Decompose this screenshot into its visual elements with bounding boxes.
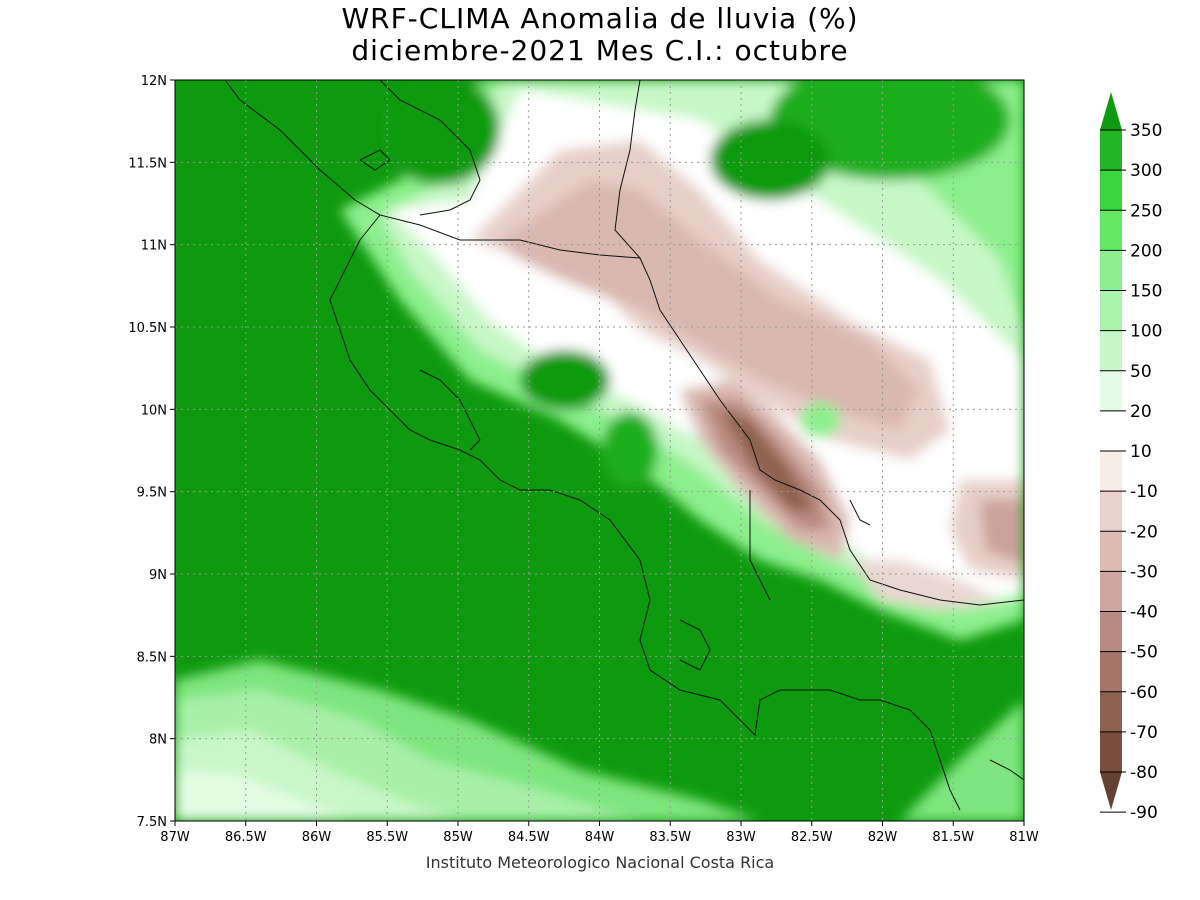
colorbar-swatch: [1100, 210, 1122, 251]
colorbar-label: 10: [1130, 442, 1152, 462]
x-tick-label: 83.5W: [649, 830, 691, 845]
y-tick-label: 12N: [141, 74, 167, 89]
colorbar-swatch: [1100, 410, 1122, 452]
x-tick-label: 84.5W: [508, 830, 550, 845]
colorbar-swatch: [1100, 731, 1122, 773]
x-tick-label: 81.5W: [932, 830, 974, 845]
colorbar-label: 100: [1130, 322, 1162, 342]
y-tick-label: 8.5N: [137, 650, 167, 665]
colorbar-label: 150: [1130, 282, 1162, 302]
x-axis: 87W 86.5W 86W 85.5W 85W 84.5W 84W 83.5W 83W 82.5W…: [160, 821, 1039, 845]
x-tick-label: 84W: [585, 830, 615, 845]
y-tick-label: 9.5N: [137, 486, 167, 501]
map-title-line-2: diciembre-2021 Mes C.I.: octubre: [351, 34, 849, 67]
colorbar-label: -20: [1130, 522, 1158, 542]
footer-credit: Instituto Meteorologico Nacional Costa R…: [425, 853, 775, 872]
x-tick-label: 83W: [726, 830, 756, 845]
coastline: [224, 80, 1024, 811]
y-tick-label: 11N: [141, 239, 167, 254]
colorbar-label: -10: [1130, 482, 1158, 502]
colorbar-swatch: [1100, 571, 1122, 612]
y-tick-label: 11.5N: [128, 156, 167, 171]
x-tick-label: 82.5W: [791, 830, 833, 845]
colorbar-swatch: [1100, 370, 1122, 412]
colorbar-swatch: [1100, 330, 1122, 372]
x-tick-label: 85W: [443, 830, 473, 845]
colorbar-label: -70: [1130, 723, 1158, 743]
x-tick-label: 82W: [868, 830, 898, 845]
y-axis: 7.5N 8N 8.5N 9N 9.5N 10N 10.5N 11N 11.5N 12N: [128, 74, 175, 830]
colorbar-label: 200: [1130, 241, 1162, 261]
x-tick-label: 86.5W: [225, 830, 267, 845]
y-tick-label: 10N: [141, 403, 167, 418]
colorbar-swatch: [1100, 651, 1122, 693]
y-tick-label: 7.5N: [137, 815, 167, 830]
y-tick-label: 10.5N: [128, 321, 167, 336]
colorbar-swatch: [1100, 611, 1122, 653]
x-tick-label: 81W: [1009, 830, 1039, 845]
colorbar-swatch: [1100, 451, 1122, 492]
colorbar-swatch: [1100, 691, 1122, 733]
precipitation-anomaly-field: [175, 80, 1024, 821]
colorbar-bottom-arrow: [1100, 772, 1122, 810]
colorbar-swatch: [1100, 531, 1122, 572]
x-tick-label: 87W: [160, 830, 190, 845]
colorbar-swatch: [1100, 290, 1122, 332]
x-tick-label: 85.5W: [366, 830, 408, 845]
colorbar-top-arrow: [1100, 92, 1122, 130]
colorbar-label: 300: [1130, 161, 1162, 181]
colorbar-swatch: [1100, 491, 1122, 532]
colorbar-label: -80: [1130, 763, 1158, 783]
colorbar-label: 20: [1130, 402, 1152, 422]
colorbar: 350 300 250 200 150 100 50 20 10 -10 -20 -30 -40 -50 -…: [1100, 92, 1162, 823]
colorbar-swatch: [1100, 250, 1122, 291]
x-tick-label: 86W: [302, 830, 332, 845]
colorbar-label: -50: [1130, 643, 1158, 663]
y-tick-label: 9N: [149, 568, 167, 583]
colorbar-label: -40: [1130, 603, 1158, 623]
colorbar-label: -30: [1130, 562, 1158, 582]
y-tick-label: 8N: [149, 733, 167, 748]
map-title-line-1: WRF-CLIMA Anomalia de lluvia (%): [341, 2, 859, 35]
colorbar-swatch: [1100, 130, 1122, 171]
colorbar-label: -90: [1130, 803, 1158, 823]
colorbar-label: 50: [1130, 362, 1152, 382]
colorbar-label: -60: [1130, 683, 1158, 703]
colorbar-swatch: [1100, 170, 1122, 211]
colorbar-label: 350: [1130, 121, 1162, 141]
colorbar-label: 250: [1130, 201, 1162, 221]
